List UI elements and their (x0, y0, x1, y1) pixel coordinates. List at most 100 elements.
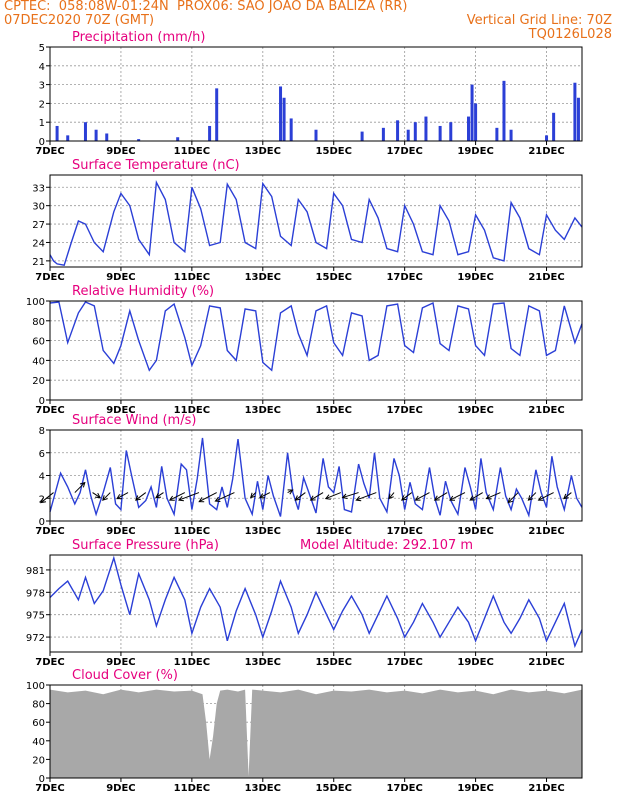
x-tick-label: 11DEC (174, 526, 210, 537)
y-tick-label: 3 (39, 81, 45, 92)
y-tick-label: 0 (39, 137, 45, 148)
x-tick-label: 13DEC (245, 783, 281, 794)
precip-bar (137, 139, 141, 141)
wind-arrow-head (79, 481, 86, 488)
x-tick-label: 15DEC (316, 405, 352, 416)
x-tick-label: 19DEC (457, 657, 493, 668)
panel-title: Precipitation (mm/h) (72, 30, 205, 45)
panel-0: 0 1 2 3 4 5 7DEC 9DEC 11DEC 13DEC 15DEC 17DEC 19DEC 2… (35, 30, 583, 157)
wind-arrow-head (527, 495, 534, 501)
header-line1: CPTEC: 058:08W-01:24N PROX06: SAO JOAO D… (4, 0, 408, 14)
wind-arrow-head (198, 497, 205, 503)
x-tick-label: 7DEC (35, 272, 64, 283)
y-tick-label: 981 (26, 566, 45, 577)
wind-arrow-head (214, 496, 221, 502)
y-tick-label: 8 (39, 426, 45, 437)
wind-arrow-head (507, 497, 514, 504)
wind-arrow-head (287, 489, 294, 495)
x-tick-label: 11DEC (174, 783, 210, 794)
wind-arrow-head (563, 493, 569, 500)
x-tick-label: 17DEC (386, 783, 422, 794)
panel-5: 0 20 40 60 80 100 7DEC 9DEC 11DEC 13DEC 15DEC 17DEC… (26, 668, 583, 794)
x-tick-label: 21DEC (528, 146, 564, 157)
y-tick-label: 100 (26, 297, 45, 308)
series-line (49, 301, 583, 372)
wind-arrow (486, 492, 501, 500)
x-tick-label: 13DEC (245, 405, 281, 416)
precip-bar (360, 131, 364, 141)
precip-bar (289, 118, 293, 141)
y-tick-label: 40 (32, 356, 45, 367)
wind-arrow (169, 492, 185, 501)
precip-bar (105, 133, 109, 141)
precip-bar (474, 103, 478, 141)
wind-arrow (295, 492, 306, 501)
precip-bar (94, 129, 98, 141)
x-tick-label: 19DEC (457, 146, 493, 157)
precip-bar (208, 125, 212, 141)
wind-arrow-head (116, 494, 122, 500)
precip-bar (55, 125, 59, 141)
panel-frame (49, 300, 583, 401)
y-tick-label: 4 (39, 472, 45, 483)
wind-arrow (449, 492, 466, 501)
y-tick-label: 4 (39, 62, 45, 73)
wind-arrow (178, 492, 200, 501)
precip-bar (470, 84, 474, 141)
series-line (49, 179, 583, 267)
panel-title: Surface Pressure (hPa) (72, 538, 219, 553)
wind-arrow (135, 492, 147, 501)
y-tick-label: 972 (26, 633, 45, 644)
wind-arrow-head (400, 495, 407, 501)
x-tick-label: 7DEC (35, 526, 64, 537)
x-tick-label: 17DEC (386, 405, 422, 416)
series-line (49, 555, 583, 649)
panel-frame (49, 554, 583, 653)
x-tick-label: 7DEC (35, 405, 64, 416)
y-tick-label: 2 (39, 494, 45, 505)
precip-bar (449, 122, 453, 141)
wind-arrow-head (309, 495, 316, 501)
wind-arrow-head (388, 493, 394, 500)
wind-arrow-head (40, 497, 47, 504)
precip-bar (552, 112, 556, 141)
y-tick-label: 2 (39, 99, 45, 110)
wind-arrow (356, 492, 377, 501)
x-tick-label: 9DEC (106, 272, 135, 283)
x-tick-label: 9DEC (106, 657, 135, 668)
precip-bar (282, 97, 286, 141)
wind-arrow-head (433, 495, 440, 501)
header-grid-line: Vertical Grid Line: 70Z (466, 13, 612, 28)
panel-frame (49, 684, 583, 779)
panel-4: 972 975 978 981 7DEC 9DEC 11DEC 13DEC 15DEC 17DEC… (26, 538, 583, 668)
precip-bar (413, 122, 417, 141)
y-tick-label: 21 (32, 257, 45, 268)
x-tick-label: 11DEC (174, 657, 210, 668)
precip-bar (424, 116, 428, 141)
x-tick-label: 9DEC (106, 405, 135, 416)
precip-bar (83, 122, 87, 141)
x-tick-label: 17DEC (386, 272, 422, 283)
panel-1: 21 24 27 30 33 7DEC 9DEC 11DEC 13DEC 15DEC 17DEC 19… (32, 158, 583, 283)
wind-arrow-head (485, 494, 492, 500)
y-tick-label: 24 (32, 238, 45, 249)
wind-arrow-head (414, 495, 421, 501)
panel-frame (49, 174, 583, 268)
wind-arrow-head (449, 495, 456, 501)
x-tick-label: 19DEC (457, 272, 493, 283)
y-tick-label: 33 (32, 183, 45, 194)
wind-arrow (469, 492, 483, 501)
y-tick-label: 20 (32, 755, 45, 766)
wind-arrow-head (102, 495, 108, 501)
precip-bar (509, 129, 513, 141)
x-tick-label: 11DEC (174, 146, 210, 157)
series-line (49, 437, 583, 518)
x-tick-label: 9DEC (106, 146, 135, 157)
x-tick-label: 21DEC (528, 272, 564, 283)
precip-bar (396, 120, 400, 141)
y-tick-label: 80 (32, 317, 45, 328)
wind-arrow (215, 492, 235, 502)
x-tick-label: 17DEC (386, 146, 422, 157)
x-tick-label: 15DEC (316, 146, 352, 157)
precip-bar (279, 86, 283, 141)
